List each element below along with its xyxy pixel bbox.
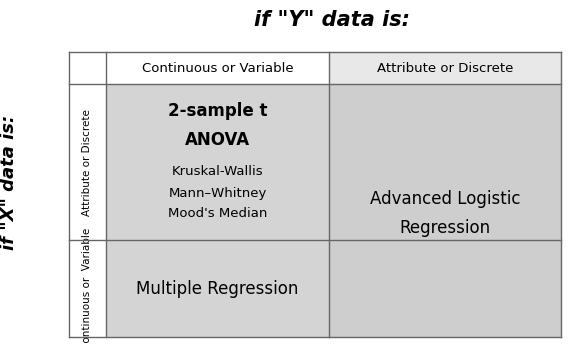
Text: Attribute or Discrete: Attribute or Discrete [377,62,513,75]
Text: Continuous or  Variable: Continuous or Variable [82,227,92,344]
Bar [105,240,329,337]
Text: Advanced Logistic: Advanced Logistic [370,190,520,208]
Text: Kruskal-Wallis: Kruskal-Wallis [172,165,263,178]
Bar [105,84,329,240]
Bar [329,52,561,84]
Text: if "X" data is:: if "X" data is: [0,115,18,250]
Text: Regression: Regression [399,219,491,237]
Text: 2-sample t: 2-sample t [168,102,267,120]
Text: if "Y" data is:: if "Y" data is: [254,10,410,30]
Text: Mann–Whitney: Mann–Whitney [168,187,267,200]
Text: Attribute or Discrete: Attribute or Discrete [82,109,92,216]
Bar [69,84,105,337]
Bar [329,84,561,337]
Text: Mood's Median: Mood's Median [168,207,267,220]
Bar [105,52,329,84]
Text: Continuous or Variable: Continuous or Variable [142,62,293,75]
Text: Multiple Regression: Multiple Regression [136,280,299,298]
Text: ANOVA: ANOVA [185,131,250,149]
